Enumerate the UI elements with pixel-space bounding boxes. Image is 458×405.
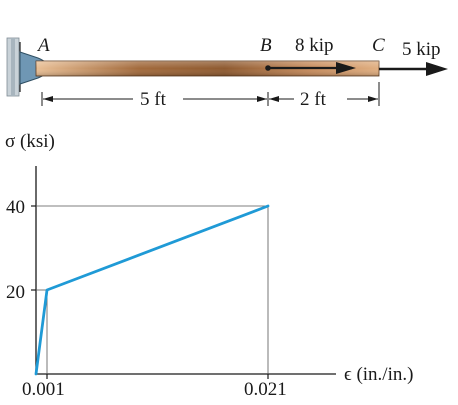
y-axis-label: σ (ksi) <box>5 131 55 152</box>
guide-lines <box>36 205 269 374</box>
dim-bc-label: 2 ft <box>300 89 327 110</box>
dimension-lines <box>41 82 380 106</box>
load-c-label: 5 kip <box>402 39 441 60</box>
x-tick-label-0021: 0.021 <box>244 379 287 400</box>
x-axis-label: ϵ (in./in.) <box>344 364 413 385</box>
point-c-label: C <box>372 35 385 56</box>
wall-support <box>6 37 21 97</box>
load-c-arrowhead <box>426 62 448 76</box>
beam-diagram: A B C 8 kip 5 kip 5 ft 2 f <box>6 35 448 110</box>
stress-strain-chart: σ (ksi) ϵ (in./in.) 20 40 0.001 0.021 <box>5 131 413 400</box>
x-tick-label-0001: 0.001 <box>22 379 65 400</box>
y-tick-label-40: 40 <box>6 197 25 218</box>
stress-strain-curve <box>34 204 270 376</box>
load-b-arrowhead <box>336 62 356 74</box>
y-tick-label-20: 20 <box>6 282 25 303</box>
ticks <box>31 205 269 379</box>
dim-ab-label: 5 ft <box>140 89 167 110</box>
load-b-label: 8 kip <box>295 35 334 56</box>
point-a-label: A <box>36 35 50 56</box>
point-b-label: B <box>260 35 272 56</box>
